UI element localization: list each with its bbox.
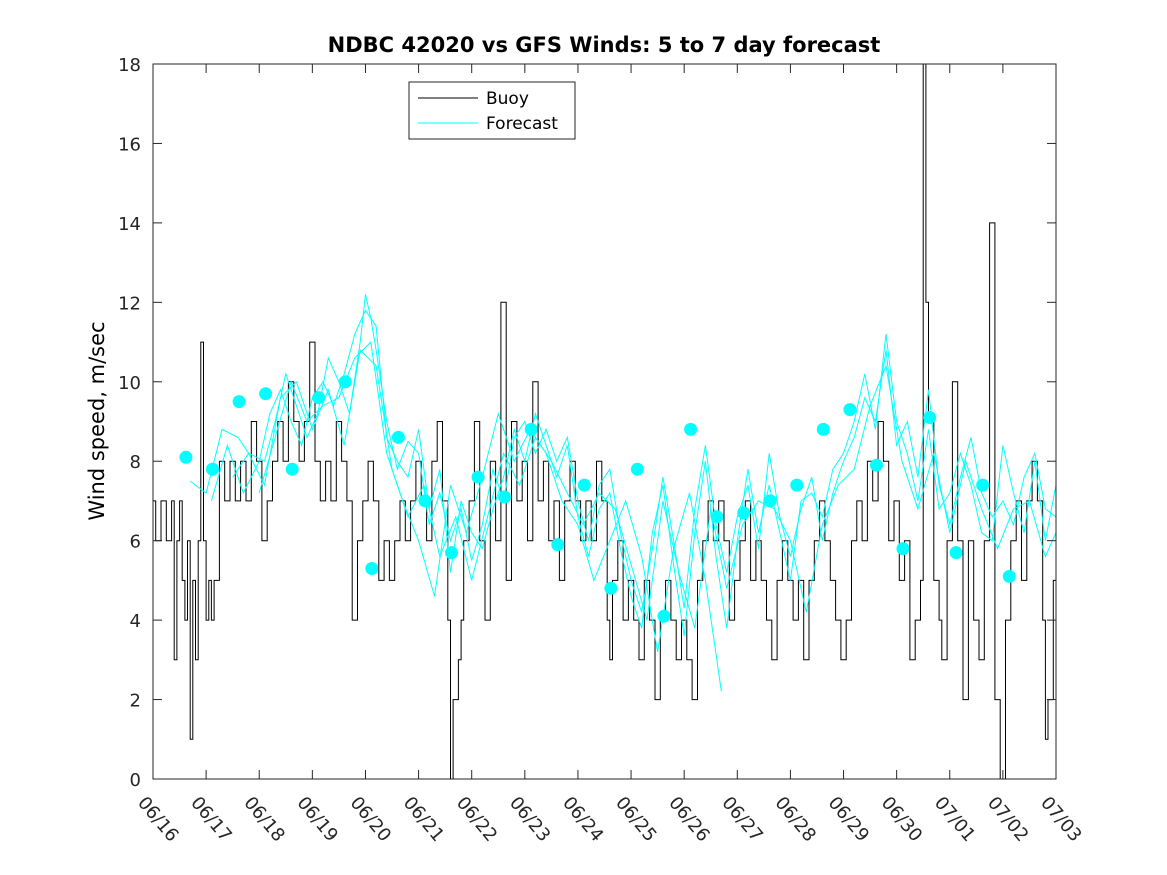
y-tick-label-14: 14 <box>118 214 141 235</box>
x-tick-label-9: 06/25 <box>611 793 660 846</box>
x-tick-label-2: 06/18 <box>239 793 288 846</box>
forecast-marker-19 <box>684 422 698 436</box>
legend-label-forecast: Forecast <box>486 114 558 134</box>
forecast-marker-20 <box>710 510 724 524</box>
plot-frame <box>152 63 1057 780</box>
forecast-marker-0 <box>179 450 193 464</box>
forecast-series-line-2 <box>210 309 1057 637</box>
forecast-series-line-4 <box>258 341 722 692</box>
y-tick-label-2: 2 <box>130 691 141 712</box>
forecast-marker-8 <box>391 430 405 444</box>
forecast-marker-29 <box>949 546 963 560</box>
x-tick-label-16: 07/02 <box>983 793 1032 846</box>
forecast-series-line-1 <box>189 294 1057 613</box>
y-tick-label-10: 10 <box>118 373 141 394</box>
x-tick-label-13: 06/29 <box>824 793 873 846</box>
y-tick-label-18: 18 <box>118 55 141 76</box>
forecast-marker-14 <box>551 538 565 552</box>
y-tick-label-8: 8 <box>130 452 141 473</box>
forecast-marker-26 <box>870 458 883 472</box>
forecast-marker-2 <box>232 395 246 409</box>
forecast-marker-18 <box>657 609 671 623</box>
forecast-marker-24 <box>816 422 830 436</box>
legend-label-buoy: Buoy <box>486 89 529 109</box>
forecast-marker-23 <box>790 478 804 492</box>
forecast-marker-11 <box>471 470 485 484</box>
y-tick-label-16: 16 <box>118 134 141 155</box>
forecast-marker-17 <box>630 462 644 476</box>
y-axis-label: Wind speed, m/sec <box>85 321 109 520</box>
y-tick-label-6: 6 <box>130 532 141 553</box>
forecast-marker-13 <box>524 422 538 436</box>
forecast-marker-6 <box>338 375 352 389</box>
plot-background <box>153 64 1056 779</box>
x-tick-label-8: 06/24 <box>558 793 607 846</box>
x-tick-label-14: 06/30 <box>877 793 926 846</box>
forecast-marker-layer <box>179 375 1016 623</box>
forecast-marker-30 <box>976 478 990 492</box>
x-tick-label-3: 06/19 <box>293 793 342 846</box>
forecast-marker-4 <box>285 462 299 476</box>
forecast-marker-1 <box>206 462 219 476</box>
x-tick-label-15: 07/01 <box>930 793 979 846</box>
forecast-marker-7 <box>365 562 379 575</box>
legend: Buoy Forecast <box>408 81 576 140</box>
forecast-marker-10 <box>445 546 458 560</box>
x-tick-label-7: 06/23 <box>505 793 554 846</box>
series-layer <box>153 63 1057 780</box>
x-tick-label-10: 06/26 <box>664 793 713 846</box>
forecast-marker-22 <box>763 494 777 508</box>
forecast-marker-9 <box>418 494 432 508</box>
x-tick-label-11: 06/27 <box>717 793 766 846</box>
x-tick-label-1: 06/17 <box>186 793 235 846</box>
legend-box <box>408 81 576 140</box>
buoy-series-line <box>153 63 1056 780</box>
forecast-marker-15 <box>577 478 591 492</box>
x-tick-label-17: 07/03 <box>1036 793 1085 846</box>
forecast-marker-28 <box>923 411 937 424</box>
y-tick-label-4: 4 <box>130 611 141 632</box>
x-tick-label-4: 06/20 <box>346 793 395 846</box>
x-tick-label-0: 06/16 <box>133 793 182 846</box>
forecast-series-line-3 <box>232 348 1057 629</box>
forecast-marker-3 <box>259 387 273 401</box>
forecast-marker-12 <box>498 490 512 504</box>
chart-title: NDBC 42020 vs GFS Winds: 5 to 7 day fore… <box>328 33 881 57</box>
forecast-marker-25 <box>843 403 857 417</box>
x-tick-label-12: 06/28 <box>771 793 820 846</box>
forecast-marker-27 <box>896 542 910 556</box>
forecast-marker-16 <box>604 581 618 595</box>
forecast-marker-21 <box>737 506 751 520</box>
x-tick-label-5: 06/21 <box>399 793 448 846</box>
forecast-marker-5 <box>312 391 326 405</box>
forecast-marker-31 <box>1002 569 1016 583</box>
y-tick-label-12: 12 <box>118 293 141 314</box>
y-tick-label-0: 0 <box>130 770 141 791</box>
x-tick-label-6: 06/22 <box>452 793 501 846</box>
